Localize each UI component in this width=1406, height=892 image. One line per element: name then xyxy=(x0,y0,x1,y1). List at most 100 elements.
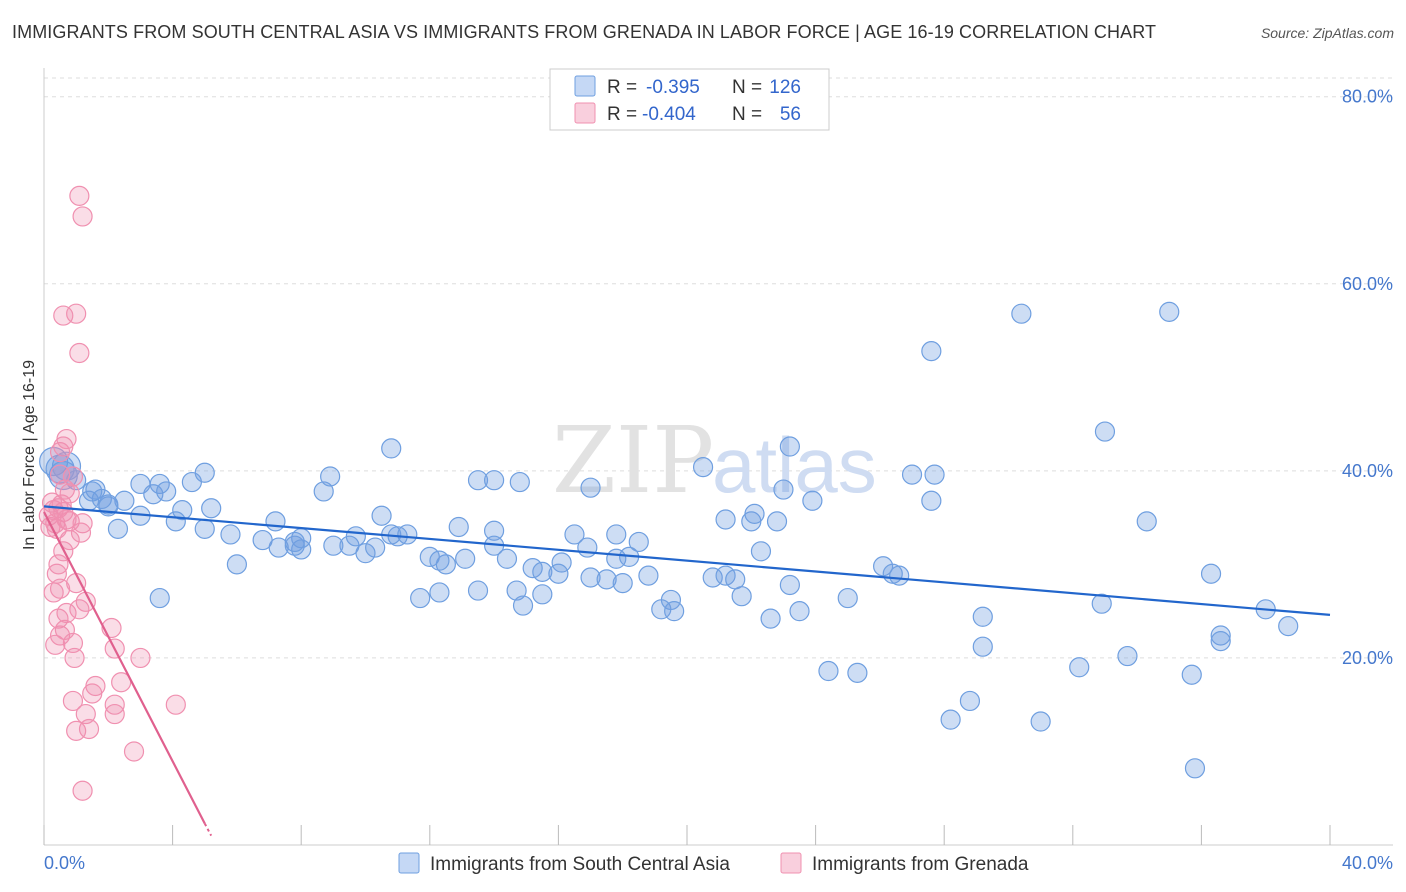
point-south-central-asia-107 xyxy=(1184,758,1206,779)
point-grenada-38 xyxy=(72,206,93,227)
point-south-central-asia-52 xyxy=(509,471,530,493)
point-south-central-asia-73 xyxy=(725,569,746,590)
point-south-central-asia-14 xyxy=(156,481,177,502)
point-south-central-asia-77 xyxy=(744,503,765,524)
point-south-central-asia-68 xyxy=(660,589,682,611)
series-south-central-asia xyxy=(39,301,1299,779)
point-south-central-asia-56 xyxy=(551,552,572,573)
watermark-atlas: atlas xyxy=(712,421,877,509)
point-south-central-asia-38 xyxy=(381,438,402,459)
point-south-central-asia-95 xyxy=(940,709,961,730)
point-grenada-54 xyxy=(72,780,93,801)
point-south-central-asia-21 xyxy=(220,524,241,545)
point-grenada-52 xyxy=(130,647,151,669)
source-credit: Source: ZipAtlas.com xyxy=(1260,25,1394,41)
point-grenada-45 xyxy=(62,690,84,712)
x-tick-labels: 0.0% 40.0% xyxy=(44,853,1393,873)
point-south-central-asia-26 xyxy=(252,529,273,551)
point-south-central-asia-47 xyxy=(484,520,505,541)
point-grenada-37 xyxy=(69,185,90,206)
point-south-central-asia-103 xyxy=(1094,421,1116,442)
point-south-central-asia-32 xyxy=(345,526,366,547)
point-south-central-asia-106 xyxy=(1181,664,1202,685)
legend-r-value-2: -0.404 xyxy=(642,104,696,125)
point-grenada-13 xyxy=(49,464,71,485)
point-south-central-asia-86 xyxy=(837,587,858,609)
point-grenada-42 xyxy=(75,703,96,725)
legend-n-label-2: N = xyxy=(732,104,762,125)
y-tick-label-0: 20.0% xyxy=(1342,648,1393,668)
point-south-central-asia-101 xyxy=(1069,657,1090,678)
legend-n-value-2: 56 xyxy=(780,104,801,125)
point-south-central-asia-40 xyxy=(410,587,431,609)
point-south-central-asia-9 xyxy=(114,490,135,511)
point-south-central-asia-125 xyxy=(580,477,601,498)
legend-r-value-1: -0.395 xyxy=(646,77,700,98)
point-south-central-asia-112 xyxy=(1278,616,1299,637)
bottom-legend-swatch-pink xyxy=(780,852,802,874)
point-grenada-50 xyxy=(104,703,125,725)
point-south-central-asia-29 xyxy=(320,466,341,487)
trend-line-grenada-extension xyxy=(203,823,213,837)
point-south-central-asia-78 xyxy=(760,608,781,629)
point-south-central-asia-120 xyxy=(98,494,119,515)
point-grenada-27 xyxy=(59,529,80,551)
point-south-central-asia-116 xyxy=(429,550,450,571)
point-south-central-asia-65 xyxy=(638,565,659,586)
point-south-central-asia-121 xyxy=(82,481,103,502)
point-south-central-asia-100 xyxy=(1030,711,1051,732)
point-grenada-23 xyxy=(48,608,69,629)
y-axis-label: In Labor Force | Age 16-19 xyxy=(21,360,38,550)
x-tick-label-1: 40.0% xyxy=(1342,853,1393,873)
point-south-central-asia-69 xyxy=(664,601,685,622)
point-south-central-asia-61 xyxy=(596,569,617,590)
point-south-central-asia-99 xyxy=(1011,303,1032,324)
point-south-central-asia-114 xyxy=(484,470,505,491)
point-south-central-asia-93 xyxy=(924,464,945,485)
y-tick-label-1: 40.0% xyxy=(1342,461,1393,481)
point-south-central-asia-96 xyxy=(959,690,981,712)
point-south-central-asia-91 xyxy=(901,464,923,485)
point-south-central-asia-37 xyxy=(397,524,418,545)
point-grenada-44 xyxy=(66,720,87,741)
watermark: ZIP atlas xyxy=(552,407,877,514)
point-south-central-asia-18 xyxy=(194,462,215,483)
point-grenada-15 xyxy=(56,509,77,530)
point-grenada-53 xyxy=(165,694,186,715)
point-south-central-asia-74 xyxy=(731,586,752,607)
trend-line-south-central-asia xyxy=(43,505,1331,616)
point-south-central-asia-16 xyxy=(172,500,193,521)
point-south-central-asia-24 xyxy=(265,511,286,532)
point-grenada-12 xyxy=(59,483,80,504)
legend-n-value-1: 126 xyxy=(769,77,801,98)
point-south-central-asia-43 xyxy=(448,516,469,538)
legend-n-label-1: N = xyxy=(732,77,762,98)
y-tick-label-2: 60.0% xyxy=(1342,274,1393,294)
point-south-central-asia-55 xyxy=(532,584,553,605)
point-south-central-asia-113 xyxy=(1159,301,1180,322)
point-grenada-35 xyxy=(66,303,87,324)
point-south-central-asia-85 xyxy=(818,660,839,682)
legend-r-label-2: R = xyxy=(607,104,637,125)
point-grenada-32 xyxy=(64,647,85,669)
point-south-central-asia-23 xyxy=(226,554,247,575)
point-south-central-asia-19 xyxy=(165,511,186,532)
point-south-central-asia-54 xyxy=(532,561,553,582)
point-south-central-asia-70 xyxy=(692,457,714,478)
point-grenada-8 xyxy=(49,442,71,463)
point-south-central-asia-13 xyxy=(143,484,164,505)
trend-lines xyxy=(43,505,1331,837)
point-south-central-asia-110 xyxy=(1210,630,1231,652)
y-tick-label-3: 80.0% xyxy=(1342,87,1393,107)
point-south-central-asia-124 xyxy=(365,537,386,558)
point-south-central-asia-44 xyxy=(455,548,476,569)
x-tick-label-0: 0.0% xyxy=(44,853,85,873)
point-south-central-asia-45 xyxy=(467,580,489,601)
point-south-central-asia-123 xyxy=(284,531,305,553)
bottom-legend: Immigrants from South Central Asia Immig… xyxy=(398,852,1029,875)
point-south-central-asia-63 xyxy=(612,572,633,594)
legend-swatch-pink xyxy=(574,102,596,124)
point-south-central-asia-79 xyxy=(766,511,788,532)
legend-r-label-1: R = xyxy=(607,77,637,98)
point-south-central-asia-76 xyxy=(750,541,772,562)
